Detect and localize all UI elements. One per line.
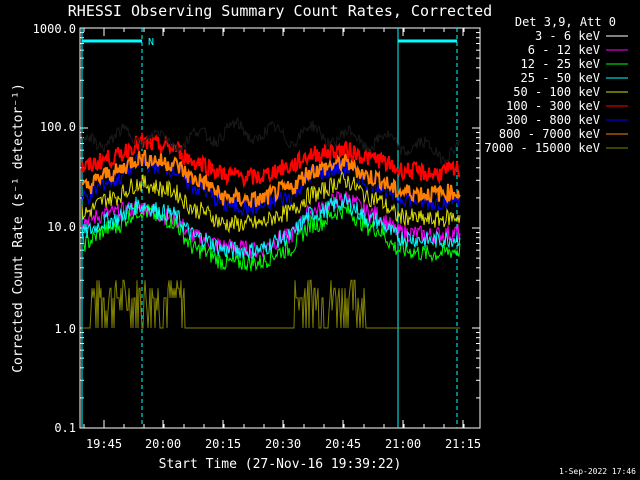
x-axis-label: Start Time (27-Nov-16 19:39:22) xyxy=(159,457,402,472)
y-tick-label: 1.0 xyxy=(54,322,76,336)
series-layer xyxy=(81,118,461,329)
legend-entry-label: 25 - 50 keV xyxy=(521,71,600,85)
y-tick-labels: 1000.0 100.0 10.0 1.0 0.1 xyxy=(33,22,76,435)
series-line-0 xyxy=(81,118,461,165)
legend-entry-label: 100 - 300 keV xyxy=(506,99,600,113)
x-tick-label: 20:15 xyxy=(205,437,241,451)
series-line-7 xyxy=(82,149,461,208)
y-tick-label: 10.0 xyxy=(47,220,76,234)
legend-entry-label: 50 - 100 keV xyxy=(513,85,600,99)
series-line-3 xyxy=(81,193,461,259)
legend-entry-label: 800 - 7000 keV xyxy=(499,127,600,141)
legend-title: Det 3,9, Att 0 xyxy=(515,15,616,29)
series-line-4 xyxy=(81,170,461,234)
flag-label: N xyxy=(148,37,154,48)
legend-entry-label: 7000 - 15000 keV xyxy=(484,141,600,155)
x-tick-labels: 19:45 20:00 20:15 20:30 20:45 21:00 21:1… xyxy=(86,437,481,451)
series-line-8 xyxy=(82,279,460,329)
legend-entry-label: 300 - 800 keV xyxy=(506,113,600,127)
y-tick-label: 100.0 xyxy=(40,120,76,134)
y-tick-label: 1000.0 xyxy=(33,22,76,36)
x-tick-label: 19:45 xyxy=(86,437,122,451)
x-tick-label: 20:00 xyxy=(145,437,181,451)
x-tick-label: 20:30 xyxy=(265,437,301,451)
x-tick-label: 20:45 xyxy=(325,437,361,451)
legend-entry-label: 12 - 25 keV xyxy=(521,57,600,71)
y-tick-label: 0.1 xyxy=(54,421,76,435)
series-line-5 xyxy=(81,131,461,189)
chart-title: RHESSI Observing Summary Count Rates, Co… xyxy=(68,2,492,20)
y-axis-label: Corrected Count Rate (s⁻¹ detector⁻¹) xyxy=(11,83,26,373)
x-tick-label: 21:15 xyxy=(445,437,481,451)
legend-entry-label: 6 - 12 keV xyxy=(528,43,600,57)
footer-date: 1-Sep-2022 17:46 xyxy=(559,467,636,476)
x-tick-label: 21:00 xyxy=(385,437,421,451)
legend-entry-label: 3 - 6 keV xyxy=(535,29,600,43)
